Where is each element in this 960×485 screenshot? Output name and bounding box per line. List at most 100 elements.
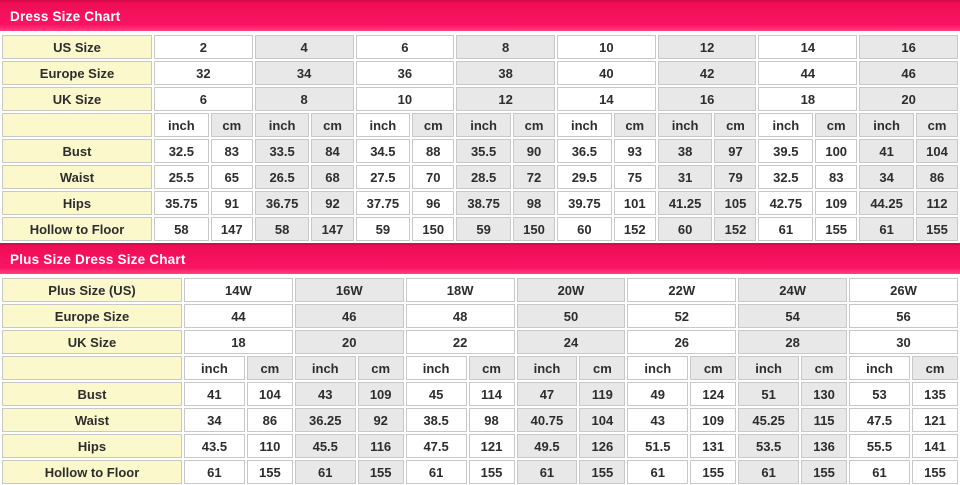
size-value-cell: 10: [355, 87, 455, 111]
size-value-cell: 24W: [738, 278, 848, 302]
measure-inch-cell: 42.75: [758, 191, 814, 215]
measure-inch-cell: 39.75: [557, 191, 612, 215]
size-value-cell: 26: [627, 330, 737, 354]
unit-inch-header-cell: inch: [184, 356, 245, 380]
size-value-cell: 40: [557, 61, 656, 85]
measure-cm-cell: 135: [911, 382, 958, 406]
measure-inch-cell: 26.5: [254, 165, 310, 189]
plus-size-table: Plus Size (US) 14W 16W 18W 20W 22W 24W 26W Europ…: [0, 276, 960, 485]
measure-cm-cell: 121: [468, 434, 515, 458]
size-value-cell: 44: [184, 304, 293, 328]
row-label-cell: Hollow to Floor: [2, 460, 182, 484]
unit-inch-header-cell: inch: [294, 356, 356, 380]
size-value-cell: 24: [516, 330, 626, 354]
measure-cm-cell: 126: [579, 434, 626, 458]
measure-cm-cell: 91: [210, 191, 253, 215]
measure-inch-cell: 61: [758, 217, 814, 241]
row-label-cell: Hips: [2, 434, 182, 458]
measure-inch-cell: 51: [738, 382, 800, 406]
unit-cm-header-cell: cm: [801, 356, 848, 380]
measure-inch-cell: 43.5: [184, 434, 245, 458]
measure-cm-cell: 155: [357, 460, 404, 484]
measure-cm-cell: 96: [412, 191, 455, 215]
measure-cm-cell: 79: [714, 165, 757, 189]
measure-cm-cell: 101: [613, 191, 656, 215]
unit-cm-header-cell: cm: [210, 113, 253, 137]
measure-inch-cell: 60: [557, 217, 612, 241]
unit-cm-header-cell: cm: [714, 113, 757, 137]
measure-cm-cell: 110: [246, 434, 293, 458]
measure-inch-cell: 35.5: [456, 139, 511, 163]
measure-inch-cell: 44.25: [859, 191, 914, 215]
measure-cm-cell: 115: [801, 408, 848, 432]
measure-inch-cell: 27.5: [355, 165, 411, 189]
size-value-cell: 56: [849, 304, 958, 328]
measure-cm-cell: 130: [801, 382, 848, 406]
measure-inch-cell: 35.75: [154, 191, 209, 215]
measure-inch-cell: 58: [254, 217, 310, 241]
measure-cm-cell: 136: [801, 434, 848, 458]
unit-cm-header-cell: cm: [911, 356, 958, 380]
size-value-cell: 20W: [516, 278, 626, 302]
unit-cm-header-cell: cm: [579, 356, 626, 380]
size-value-cell: 20: [859, 87, 958, 111]
measure-inch-cell: 59: [456, 217, 511, 241]
dress-size-chart-header-bar: Dress Size Chart: [0, 0, 960, 31]
row-label-cell: Hips: [2, 191, 152, 215]
measure-inch-cell: 41.25: [657, 191, 713, 215]
measure-cm-cell: 68: [311, 165, 354, 189]
unit-inch-header-cell: inch: [557, 113, 612, 137]
measure-cm-cell: 65: [210, 165, 253, 189]
measure-cm-cell: 70: [412, 165, 455, 189]
measure-cm-cell: 72: [512, 165, 555, 189]
measure-inch-cell: 32.5: [758, 165, 814, 189]
row-label-cell: UK Size: [2, 87, 152, 111]
row-label-cell: Waist: [2, 408, 182, 432]
size-value-cell: 30: [849, 330, 958, 354]
plus-size-chart-title: Plus Size Dress Size Chart: [10, 252, 186, 267]
unit-cm-header-cell: cm: [311, 113, 354, 137]
measure-cm-cell: 147: [210, 217, 253, 241]
measure-inch-cell: 61: [294, 460, 356, 484]
row-label-cell: Europe Size: [2, 61, 152, 85]
measure-inch-cell: 31: [657, 165, 713, 189]
measure-cm-cell: 104: [246, 382, 293, 406]
measure-inch-cell: 49.5: [516, 434, 578, 458]
size-value-cell: 14: [557, 87, 656, 111]
measure-inch-cell: 47.5: [405, 434, 467, 458]
measure-inch-cell: 51.5: [627, 434, 689, 458]
measure-cm-cell: 131: [690, 434, 737, 458]
measure-cm-cell: 83: [815, 165, 858, 189]
dress-size-table: US Size 2 4 6 8 10 12 14 16 Europe Size 32 34 36 38 40…: [0, 33, 960, 243]
measure-inch-cell: 55.5: [849, 434, 910, 458]
measure-cm-cell: 105: [714, 191, 757, 215]
size-value-cell: 46: [859, 61, 958, 85]
measure-inch-cell: 38.75: [456, 191, 511, 215]
units-row-label-cell: [2, 356, 182, 380]
row-label-cell: Waist: [2, 165, 152, 189]
measure-cm-cell: 112: [916, 191, 958, 215]
measure-cm-cell: 84: [311, 139, 354, 163]
measure-cm-cell: 155: [468, 460, 515, 484]
measure-inch-cell: 39.5: [758, 139, 814, 163]
measure-cm-cell: 155: [579, 460, 626, 484]
measure-inch-cell: 53: [849, 382, 910, 406]
unit-inch-header-cell: inch: [154, 113, 209, 137]
row-label-cell: US Size: [2, 35, 152, 59]
measure-cm-cell: 86: [246, 408, 293, 432]
measure-inch-cell: 45: [405, 382, 467, 406]
size-value-cell: 22W: [627, 278, 737, 302]
measure-inch-cell: 41: [184, 382, 245, 406]
size-value-cell: 50: [516, 304, 626, 328]
measure-inch-cell: 61: [738, 460, 800, 484]
unit-cm-header-cell: cm: [246, 356, 293, 380]
size-value-cell: 8: [254, 87, 354, 111]
measure-inch-cell: 43: [627, 408, 689, 432]
measure-inch-cell: 36.5: [557, 139, 612, 163]
measure-cm-cell: 152: [613, 217, 656, 241]
size-value-cell: 54: [738, 304, 848, 328]
measure-inch-cell: 61: [184, 460, 245, 484]
unit-cm-header-cell: cm: [468, 356, 515, 380]
dress-size-chart-title: Dress Size Chart: [10, 9, 121, 24]
